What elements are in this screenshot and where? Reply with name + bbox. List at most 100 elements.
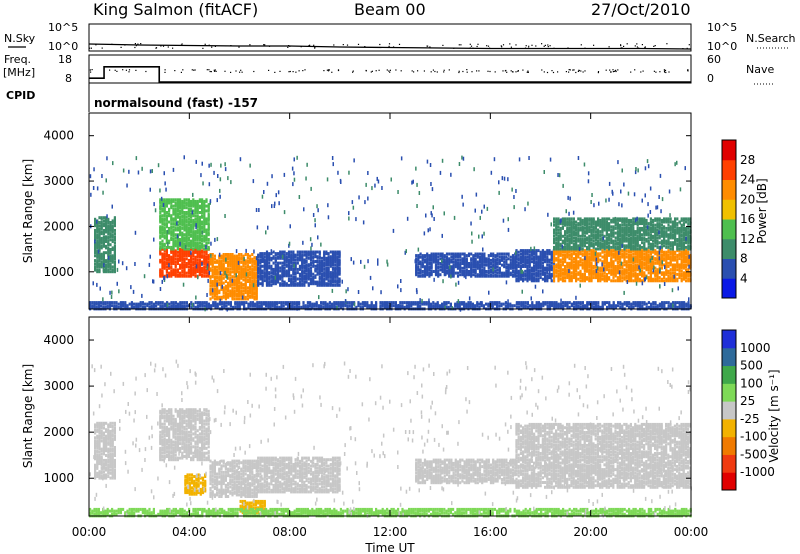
heatmap-cell — [415, 270, 418, 273]
heatmap-cell — [687, 272, 690, 276]
heatmap-cell — [96, 243, 99, 247]
heatmap-cell — [96, 244, 99, 248]
nave-point — [575, 71, 577, 74]
heatmap-cell — [544, 271, 547, 275]
heatmap-cell — [334, 263, 337, 267]
heatmap-cell — [430, 257, 433, 261]
heatmap-cell — [645, 260, 648, 264]
heatmap-cell — [588, 226, 591, 230]
heatmap-cell — [627, 255, 630, 259]
heatmap-cell — [423, 255, 427, 259]
heatmap-cell — [229, 283, 232, 287]
heatmap-cell — [632, 261, 635, 265]
heatmap-cell — [614, 252, 617, 256]
heatmap-cell — [251, 281, 254, 285]
heatmap-cell — [312, 272, 315, 276]
heatmap-cell — [161, 214, 164, 218]
nave-point — [302, 70, 304, 72]
heatmap-cell — [187, 241, 190, 245]
heatmap-cell — [198, 222, 201, 226]
heatmap-cell — [224, 292, 227, 296]
heatmap-cell — [218, 275, 221, 279]
heatmap-cell — [165, 236, 168, 240]
heatmap-cell — [253, 286, 256, 290]
heatmap-cell — [176, 247, 179, 251]
heatmap-cell — [287, 266, 291, 270]
heatmap-cell — [102, 216, 105, 220]
heatmap-cell — [632, 247, 635, 251]
heatmap-cell — [198, 265, 201, 269]
heatmap-cell — [627, 249, 630, 253]
heatmap-cell — [190, 225, 193, 229]
heatmap-cell — [161, 242, 164, 246]
heatmap-cell — [327, 252, 330, 256]
heatmap-cell — [603, 277, 606, 281]
heatmap-cell — [198, 233, 201, 237]
heatmap-cell — [630, 238, 633, 241]
nsearch-point — [89, 47, 91, 49]
heatmap-cell — [174, 233, 177, 237]
heatmap-cell — [557, 277, 560, 281]
heatmap-cell — [498, 268, 501, 272]
heatmap-cell — [537, 269, 540, 273]
heatmap-cell — [492, 257, 495, 261]
heatmap-cell — [434, 257, 438, 261]
heatmap-cell — [645, 255, 648, 259]
heatmap-cell — [575, 265, 578, 268]
heatmap-cell — [492, 260, 495, 264]
heatmap-cell — [533, 279, 536, 283]
heatmap-cell — [671, 279, 674, 283]
heatmap-cell — [161, 225, 164, 229]
heatmap-cell — [265, 272, 269, 276]
heatmap-cell — [213, 289, 216, 293]
heatmap-cell — [605, 279, 608, 283]
heatmap-cell — [526, 249, 529, 253]
heatmap-cell — [181, 241, 184, 245]
heatmap-cell — [454, 254, 457, 258]
heatmap-cell — [687, 279, 690, 283]
heatmap-cell — [445, 266, 449, 270]
heatmap-cell — [292, 275, 295, 279]
heatmap-cell — [417, 265, 420, 269]
heatmap-cell — [334, 269, 337, 273]
heatmap-cell — [647, 226, 650, 230]
heatmap-cell — [187, 265, 190, 269]
heatmap-cell — [564, 239, 567, 243]
heatmap-cell — [546, 279, 549, 283]
heatmap-cell — [196, 209, 199, 213]
heatmap-cell — [179, 254, 182, 258]
heatmap-cell — [511, 260, 515, 264]
heatmap-cell — [625, 245, 628, 249]
heatmap-cell — [213, 254, 216, 258]
heatmap-cell — [621, 217, 624, 221]
heatmap-cell — [100, 260, 103, 264]
heatmap-cell — [181, 266, 184, 270]
heatmap-cell — [638, 220, 641, 224]
heatmap-cell — [285, 260, 288, 263]
heatmap-cell — [537, 279, 540, 283]
heatmap-cell — [159, 215, 162, 219]
heatmap-cell — [270, 266, 273, 270]
heatmap-cell — [331, 272, 335, 276]
heatmap-cell — [419, 274, 422, 278]
heatmap-cell — [170, 257, 173, 261]
heatmap-cell — [255, 276, 258, 280]
heatmap-cell — [207, 260, 210, 264]
heatmap-cell — [467, 273, 471, 277]
heatmap-cell — [301, 271, 304, 275]
heatmap-cell — [660, 272, 663, 276]
heatmap-cell — [443, 270, 446, 273]
heatmap-cell — [625, 233, 628, 237]
heatmap-cell — [592, 269, 595, 273]
heatmap-cell — [172, 234, 175, 238]
heatmap-cell — [96, 235, 99, 239]
heatmap-cell — [564, 249, 567, 253]
heatmap-cell — [557, 249, 560, 253]
heatmap-cell — [296, 277, 299, 281]
heatmap-cell — [463, 260, 466, 264]
heatmap-cell — [165, 214, 168, 218]
heatmap-cell — [553, 249, 556, 253]
nave-point — [597, 71, 600, 73]
heatmap-cell — [680, 217, 683, 221]
heatmap-cell — [183, 242, 186, 246]
